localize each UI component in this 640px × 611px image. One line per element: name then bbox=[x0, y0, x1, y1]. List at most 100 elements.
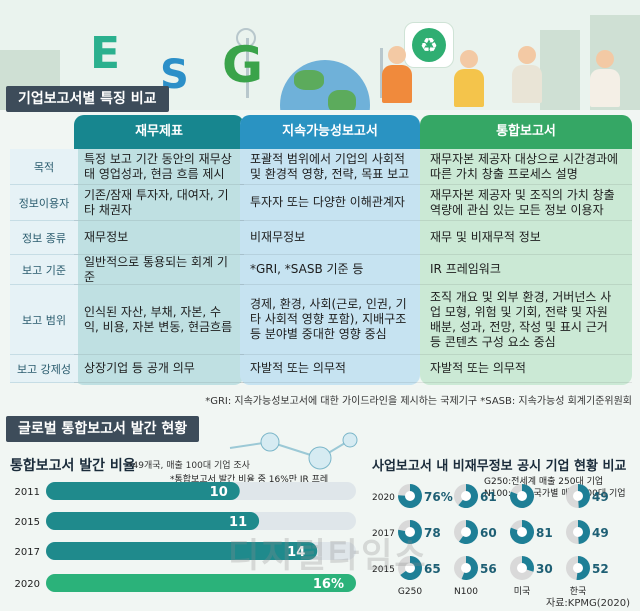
pie-row-label: 2017 bbox=[372, 529, 395, 539]
column-background bbox=[240, 115, 420, 385]
building-shape bbox=[540, 30, 580, 110]
pie-slice bbox=[578, 520, 590, 544]
bar-chart: 2011 10 2015 11 2017 14 2020 16% bbox=[15, 482, 356, 592]
bar-chart-title: 통합보고서 발간 비율 bbox=[10, 458, 136, 474]
pie-value-label: 52 bbox=[592, 562, 609, 576]
recycle-icon: ♻ bbox=[412, 28, 446, 62]
pie-value-label: 30 bbox=[536, 562, 553, 576]
table-cell: 자발적 또는 의무적 bbox=[420, 355, 632, 383]
pie-hole bbox=[517, 527, 527, 537]
bar-category-label: 2020 bbox=[15, 579, 40, 590]
table-cell: 투자자 또는 다양한 이해관계자 bbox=[240, 185, 420, 221]
table-cell: 인식된 자산, 부채, 자본, 수익, 비용, 자본 변동, 현금흐름 bbox=[74, 285, 244, 355]
hero-illustration: E S G ♻ bbox=[0, 0, 640, 110]
pie-hole bbox=[517, 491, 527, 501]
bar-chart-subtitle: *49개국, 매출 100대 기업 조사 bbox=[128, 461, 250, 471]
table-cell: 특정 보고 기간 동안의 재무상태 영업성과, 현금 흐름 제시 bbox=[74, 149, 244, 185]
table-cell: 재무자본 제공자 및 조직의 가치 창출 역량에 관심 있는 모든 정보 이용자 bbox=[420, 185, 632, 221]
column-background bbox=[74, 115, 244, 385]
bar bbox=[46, 482, 240, 500]
row-label: 정보이용자 bbox=[10, 185, 78, 221]
pie-grid-title: 사업보고서 내 비재무정보 공시 기업 현황 비교 bbox=[372, 459, 627, 474]
bar bbox=[46, 512, 260, 530]
pie-value-label: 49 bbox=[592, 490, 609, 504]
pie-hole bbox=[405, 527, 415, 537]
pie-slice bbox=[578, 484, 591, 508]
column-header: 통합보고서 bbox=[420, 115, 632, 149]
column-header: 재무제표 bbox=[74, 115, 244, 149]
section-title-comparison: 기업보고서별 특징 비교 bbox=[6, 86, 169, 112]
table-cell: 조직 개요 및 외부 환경, 거버넌스 사업 모형, 위험 및 기회, 전략 및… bbox=[420, 285, 632, 355]
network-decoration bbox=[229, 432, 358, 470]
table-cell: 일반적으로 통용되는 회계 기준 bbox=[74, 255, 244, 285]
table-cell: 포괄적 범위에서 기업의 사회적 및 환경적 영향, 전략, 목표 보고 bbox=[240, 149, 420, 185]
person-illustration bbox=[590, 50, 620, 107]
bar-value-label: 11 bbox=[229, 515, 247, 530]
pie-hole bbox=[405, 491, 415, 501]
pie-hole bbox=[405, 563, 415, 573]
pie-value-label: 81 bbox=[536, 526, 553, 540]
pie-value-label: 49 bbox=[592, 526, 609, 540]
table-cell: 비재무정보 bbox=[240, 221, 420, 255]
pie-row-label: 2020 bbox=[372, 493, 395, 503]
esg-letter-e: E bbox=[90, 28, 121, 79]
watermark: 디지털타임스 bbox=[228, 536, 428, 576]
bar-category-label: 2015 bbox=[15, 517, 40, 528]
wind-turbine-icon bbox=[380, 48, 383, 98]
table-cell: 자발적 또는 의무적 bbox=[240, 355, 420, 383]
esg-letter-g: G bbox=[222, 36, 264, 94]
section-title-global: 글로벌 통합보고서 발간 현황 bbox=[6, 416, 200, 442]
row-label: 보고 기준 bbox=[10, 255, 78, 285]
pie-hole bbox=[461, 491, 471, 501]
pie-column-label: N100 bbox=[454, 587, 478, 597]
source-credit: 자료:KPMG(2020) bbox=[546, 598, 630, 609]
pie-column-label: G250 bbox=[398, 587, 422, 597]
globe-icon bbox=[280, 60, 370, 110]
pie-hole bbox=[573, 527, 583, 537]
bar bbox=[46, 574, 356, 592]
bar bbox=[46, 542, 318, 560]
pie-value-label: 61 bbox=[480, 490, 497, 504]
bar-value-label: 14 bbox=[287, 545, 305, 560]
bar-category-label: 2017 bbox=[15, 547, 40, 558]
table-cell: 기존/잠재 투자자, 대여자, 기타 채권자 bbox=[74, 185, 244, 221]
person-illustration bbox=[512, 46, 542, 103]
pie-column-label: 미국 bbox=[514, 586, 531, 597]
pie-value-label: 60 bbox=[480, 526, 497, 540]
bar-value-label: 10 bbox=[210, 485, 228, 500]
row-label: 보고 강제성 bbox=[10, 355, 78, 383]
table-cell: *GRI, *SASB 기준 등 bbox=[240, 255, 420, 285]
pie-slice bbox=[576, 556, 590, 580]
pie-hole bbox=[573, 491, 583, 501]
row-label: 목적 bbox=[10, 149, 78, 185]
table-cell: IR 프레임워크 bbox=[420, 255, 632, 285]
pie-hole bbox=[461, 527, 471, 537]
pie-value-label: 65 bbox=[424, 562, 441, 576]
table-cell: 재무 및 비재무적 정보 bbox=[420, 221, 632, 255]
row-label: 정보 종류 bbox=[10, 221, 78, 255]
pie-value-label: 56 bbox=[480, 562, 497, 576]
pie-hole bbox=[517, 563, 527, 573]
pie-grid: 2020 76% 61 49 2017 78 60 81 49 2015 65 56 30 52 G250 N… bbox=[372, 484, 609, 597]
wind-turbine-hub-icon bbox=[236, 28, 256, 48]
table-cell: 재무자본 제공자 대상으로 시간경과에 따른 가치 창출 프로세스 설명 bbox=[420, 149, 632, 185]
table-cell: 상장기업 등 공개 의무 bbox=[74, 355, 244, 383]
pie-value-label: 76% bbox=[424, 490, 453, 504]
row-label: 보고 범위 bbox=[10, 285, 78, 355]
table-cell: 경제, 환경, 사회(근로, 인권, 기타 사회적 영향 포함), 지배구조 등… bbox=[240, 285, 420, 355]
pie-hole bbox=[573, 563, 583, 573]
table-footnote: *GRI: 지속가능성보고서에 대한 가이드라인을 제시하는 국제기구 *SAS… bbox=[205, 396, 632, 407]
person-illustration bbox=[382, 46, 412, 103]
pie-row-label: 2015 bbox=[372, 565, 395, 575]
bar-category-label: 2011 bbox=[15, 487, 40, 498]
pie-column-label: 한국 bbox=[570, 586, 587, 597]
column-header: 지속가능성보고서 bbox=[240, 115, 420, 149]
pie-grid-note: G250:전세계 매출 250대 기업 N100:49개 국가별 매출 100대… bbox=[484, 477, 626, 499]
person-illustration bbox=[454, 50, 484, 107]
table-cell: 재무정보 bbox=[74, 221, 244, 255]
pie-hole bbox=[461, 563, 471, 573]
pie-value-label: 78 bbox=[424, 526, 441, 540]
bar-value-label: 16% bbox=[313, 577, 344, 592]
column-background bbox=[420, 115, 632, 385]
